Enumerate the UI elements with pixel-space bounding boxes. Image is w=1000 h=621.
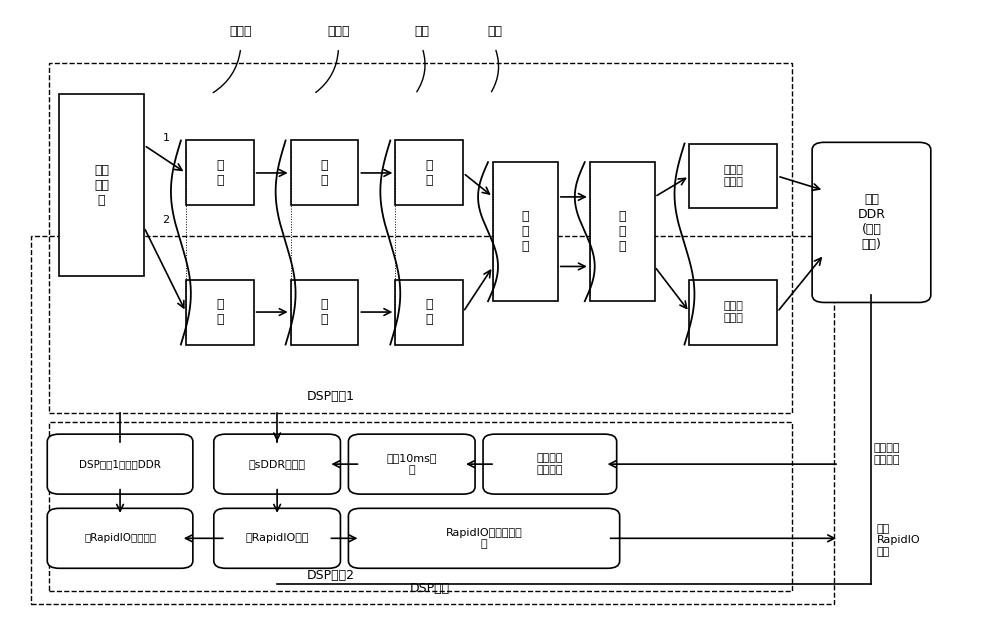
Text: 高速
RapidIO
接口: 高速 RapidIO 接口	[877, 524, 921, 557]
Text: 辅助触发
同步信号: 辅助触发 同步信号	[537, 453, 563, 475]
Text: 层
映
射: 层 映 射	[522, 210, 529, 253]
Text: 调
制: 调 制	[425, 159, 433, 187]
Bar	[590, 162, 655, 301]
Text: 1: 1	[162, 133, 169, 143]
Text: 扰
码: 扰 码	[321, 159, 328, 187]
Bar	[689, 279, 777, 345]
Bar	[689, 143, 777, 209]
FancyBboxPatch shape	[812, 142, 931, 302]
FancyBboxPatch shape	[47, 509, 193, 568]
FancyBboxPatch shape	[483, 434, 617, 494]
Text: DSP内格1: DSP内格1	[306, 390, 354, 403]
Text: 编
码: 编 码	[216, 298, 224, 326]
Text: RapidIO接口发送数
据: RapidIO接口发送数 据	[446, 527, 522, 549]
Bar	[59, 94, 144, 276]
Text: 写RapidIO函数完毕: 写RapidIO函数完毕	[84, 533, 156, 543]
FancyBboxPatch shape	[214, 434, 340, 494]
Text: 从sDDR中读数: 从sDDR中读数	[249, 459, 306, 469]
Text: 搜索10ms帧
头: 搜索10ms帧 头	[386, 453, 437, 475]
Text: 扰
码: 扰 码	[321, 298, 328, 326]
Text: 伪随
机序
列: 伪随 机序 列	[94, 164, 109, 207]
Text: 2: 2	[162, 215, 169, 225]
Text: 资源粒
子映射: 资源粒 子映射	[723, 301, 743, 323]
Text: 传输块: 传输块	[229, 25, 252, 39]
Text: DSP平台: DSP平台	[410, 582, 450, 595]
Text: 资源粒
子映射: 资源粒 子映射	[723, 165, 743, 187]
FancyBboxPatch shape	[348, 434, 475, 494]
Text: 符号: 符号	[488, 25, 503, 39]
FancyBboxPatch shape	[47, 434, 193, 494]
Text: 码片: 码片	[415, 25, 430, 39]
Bar	[49, 422, 792, 591]
Bar	[186, 279, 254, 345]
Bar	[395, 279, 463, 345]
FancyBboxPatch shape	[348, 509, 620, 568]
Text: 调
制: 调 制	[425, 298, 433, 326]
Bar	[186, 140, 254, 206]
Bar	[291, 140, 358, 206]
Text: 写RapidIO函数: 写RapidIO函数	[245, 533, 309, 543]
Text: 预
编
码: 预 编 码	[618, 210, 626, 253]
Text: 编
码: 编 码	[216, 159, 224, 187]
Text: 外部
DDR
(乒乒
切换): 外部 DDR (乒乒 切换)	[857, 193, 885, 252]
Text: 辅助触发
同步信号: 辅助触发 同步信号	[874, 443, 900, 465]
Bar	[291, 279, 358, 345]
Text: DSP内格1数据写DDR: DSP内格1数据写DDR	[79, 459, 161, 469]
Bar	[493, 162, 558, 301]
Bar	[31, 237, 834, 604]
FancyBboxPatch shape	[214, 509, 340, 568]
Text: 码字块: 码字块	[327, 25, 350, 39]
Bar	[49, 63, 792, 412]
Bar	[395, 140, 463, 206]
Text: DSP内格2: DSP内格2	[306, 569, 354, 582]
